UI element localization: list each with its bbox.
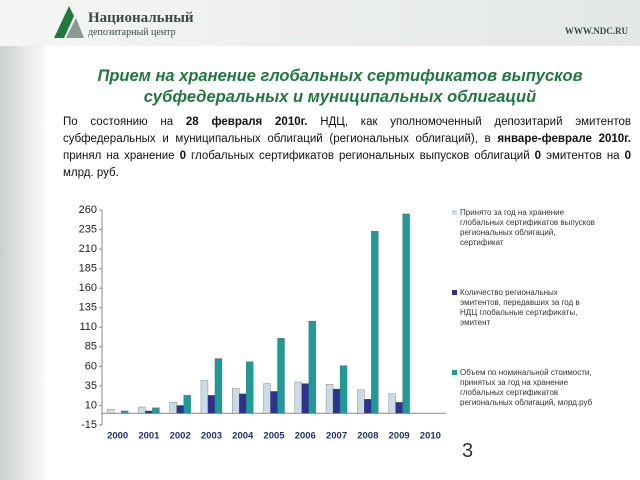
bar (308, 320, 316, 414)
x-tick-label: 2004 (232, 431, 254, 442)
bar (176, 405, 184, 414)
bar (232, 388, 240, 414)
logo-name: Национальный (88, 10, 194, 26)
bar (138, 406, 146, 414)
paragraph-segment: По состоянию на (63, 116, 186, 128)
y-tick-label: 110 (79, 321, 97, 333)
legend-entry: Объем по номинальной стоимости, принятых… (452, 368, 595, 408)
bar (325, 384, 334, 414)
bar (183, 395, 191, 414)
y-tick-label: 260 (79, 204, 97, 216)
y-tick-label: 60 (85, 360, 97, 372)
paragraph-segment: 0 (534, 150, 542, 162)
bar (246, 361, 254, 414)
page-number: 3 (462, 440, 474, 462)
bar (294, 381, 302, 414)
bar (371, 230, 379, 414)
bar (145, 410, 153, 414)
x-tick-label: 2006 (295, 431, 316, 442)
legend-swatch (452, 210, 457, 215)
paragraph-segment: эмитентов на (541, 150, 625, 162)
bar (169, 402, 177, 414)
bar (152, 407, 160, 414)
bar (207, 395, 216, 414)
x-tick-label: 2001 (138, 431, 160, 442)
slide-title: Прием на хранение глобальных сертификато… (97, 67, 583, 106)
bar (339, 365, 348, 414)
legend-swatch (452, 290, 457, 295)
y-tick-label: -15 (81, 419, 97, 431)
logo-subtitle: депозитарный центр (88, 27, 176, 38)
header-band (0, 0, 640, 46)
legend-swatch (452, 370, 457, 375)
x-tick-label: 2003 (201, 431, 222, 442)
bar (120, 410, 129, 414)
paragraph-segment: 0 (624, 150, 631, 162)
y-tick-label: 135 (79, 302, 97, 314)
bar (402, 213, 410, 414)
paragraph-segment: НДЦ, как уполномоченный депозитарий эмит… (63, 116, 631, 145)
y-tick-label: 10 (85, 399, 97, 411)
legend-entry: Количество региональных эмитентов, перед… (452, 288, 595, 328)
x-tick-label: 2000 (107, 431, 128, 442)
x-tick-label: 2009 (389, 431, 410, 442)
legend-entry: Принято за год на хранение глобальных се… (452, 208, 595, 248)
side-strip (0, 46, 44, 480)
paragraph-segment: 28 февраля 2010г. (185, 116, 308, 128)
site-url: WWW.NDC.RU (564, 26, 628, 36)
x-tick-label: 2007 (326, 431, 347, 442)
x-tick-label: 2002 (170, 431, 191, 442)
paragraph-segment: принял на хранение (63, 150, 180, 162)
bar (301, 383, 309, 414)
y-tick-label: 35 (85, 380, 97, 392)
paragraph-segment: январе-феврале 2010г. (497, 133, 631, 145)
bar (106, 409, 115, 414)
bar (214, 358, 223, 414)
bar (200, 380, 209, 414)
logo-icon (54, 6, 84, 38)
bar (277, 338, 285, 414)
x-tick-label: 2010 (420, 431, 441, 442)
bar (364, 399, 372, 414)
x-tick-label: 2008 (357, 431, 378, 442)
y-tick-label: 185 (79, 263, 97, 275)
bar (395, 402, 403, 414)
bar (239, 393, 247, 414)
paragraph-segment: глобальных сертификатов региональных вып… (186, 150, 535, 162)
paragraph: По состоянию на 28 февраля 2010г. НДЦ, к… (63, 114, 631, 182)
y-tick-label: 85 (85, 341, 97, 353)
bar (270, 391, 278, 414)
paragraph-segment: 0 (179, 150, 187, 162)
bar (357, 389, 365, 414)
paragraph-segment: млрд. руб. (63, 167, 119, 179)
bar (332, 388, 341, 414)
bar (388, 393, 396, 414)
y-tick-label: 235 (79, 223, 97, 235)
y-tick-label: 210 (79, 243, 97, 255)
bar (263, 383, 271, 414)
x-tick-label: 2005 (263, 431, 285, 442)
y-tick-label: 160 (79, 282, 97, 294)
